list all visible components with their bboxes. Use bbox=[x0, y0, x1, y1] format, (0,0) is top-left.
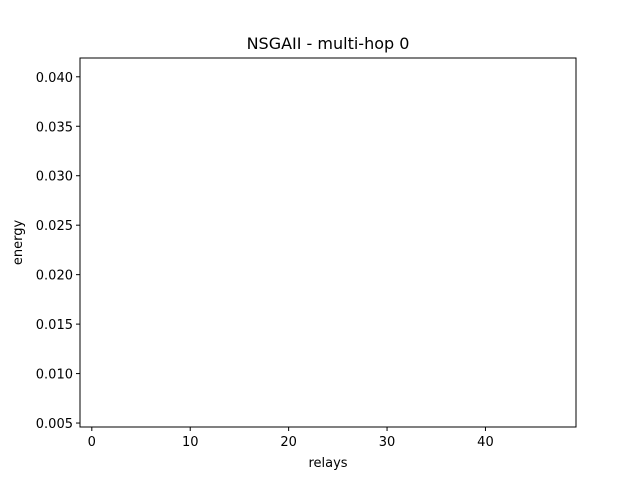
x-tick-label: 20 bbox=[280, 435, 297, 450]
plot-frame bbox=[79, 57, 577, 428]
x-axis: 0 10 20 30 40 bbox=[88, 427, 494, 450]
y-tick-label: 0.030 bbox=[36, 170, 73, 185]
y-tick-label: 0.040 bbox=[36, 71, 73, 86]
y-tick-label: 0.025 bbox=[36, 219, 73, 234]
plot-area bbox=[79, 57, 577, 428]
y-tick-label: 0.020 bbox=[36, 269, 73, 284]
y-tick-label: 0.015 bbox=[36, 318, 73, 333]
x-tick-label: 40 bbox=[477, 435, 494, 450]
x-axis-label: relays bbox=[308, 456, 347, 471]
y-axis: 0.005 0.010 0.015 0.020 0.025 0.030 0.035 0.040 bbox=[36, 71, 80, 432]
x-tick-label: 10 bbox=[182, 435, 199, 450]
y-tick-label: 0.005 bbox=[36, 417, 73, 432]
chart-title: NSGAII - multi-hop 0 bbox=[247, 34, 410, 53]
y-axis-label: energy bbox=[11, 220, 26, 266]
x-tick-label: 0 bbox=[88, 435, 96, 450]
x-tick-label: 30 bbox=[379, 435, 396, 450]
y-tick-label: 0.010 bbox=[36, 368, 73, 383]
y-tick-label: 0.035 bbox=[36, 120, 73, 135]
